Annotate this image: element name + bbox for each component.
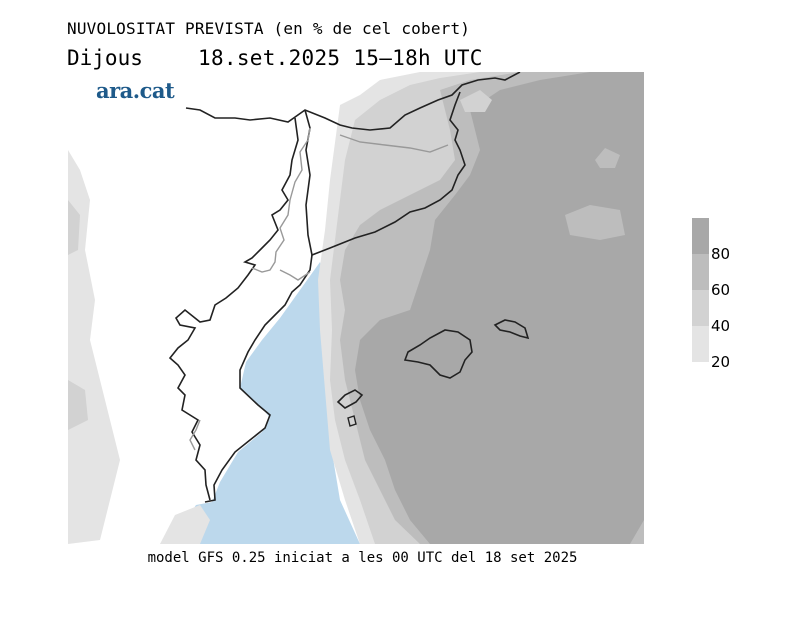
forecast-datetime: 18.set.2025 15–18h UTC [198, 46, 483, 70]
cloud-hole-north [460, 90, 492, 112]
formentera-island [347, 415, 357, 427]
ara-cat-logo[interactable]: ara.cat [96, 78, 175, 103]
cloud-level-80-100 [355, 72, 644, 544]
sea-area [170, 262, 360, 544]
coastline-south [204, 254, 313, 503]
cloud-hole-east [565, 148, 625, 240]
cloud-patch-sw [160, 505, 210, 544]
legend-label-60: 60 [711, 281, 731, 299]
coastline [185, 72, 521, 131]
forecast-day: Dijous [67, 46, 143, 70]
legend-label-40: 40 [711, 317, 731, 335]
land-border-inland [168, 117, 299, 501]
legend-label-80: 80 [711, 245, 731, 263]
legend-label-20: 20 [711, 353, 731, 371]
model-info-footer: model GFS 0.25 iniciat a les 00 UTC del … [147, 550, 578, 566]
legend-box-60-80 [692, 254, 709, 290]
menorca-island [493, 319, 530, 340]
cloud-patch-west-2 [68, 200, 88, 430]
legend-box-40-60 [692, 290, 709, 326]
coastline-east [304, 91, 466, 257]
cloud-cover-map [68, 72, 644, 544]
ibiza-island [336, 389, 364, 409]
legend-box-20-40 [692, 326, 709, 362]
cloud-cover-legend: 80 60 40 20 [692, 218, 752, 371]
regional-border [251, 127, 449, 281]
legend-box-80-100 [692, 218, 709, 254]
regional-border-south [189, 419, 201, 451]
map-title: NUVOLOSITAT PREVISTA (en % de cel cobert… [67, 19, 471, 38]
mallorca-island [403, 329, 473, 379]
cloud-patch-west [68, 150, 120, 544]
